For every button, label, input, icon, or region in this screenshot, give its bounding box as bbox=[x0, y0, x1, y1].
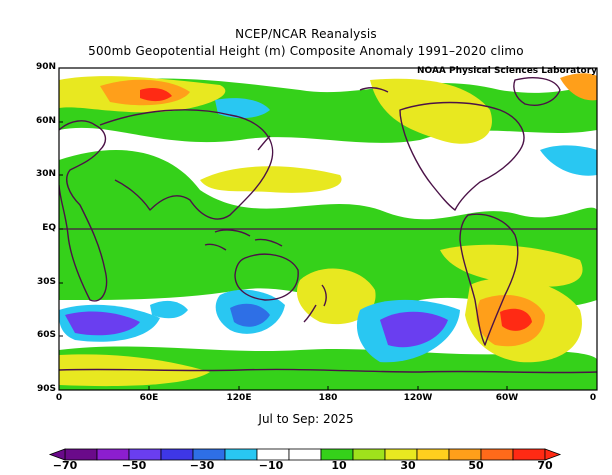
colorbar-label: −70 bbox=[52, 459, 78, 472]
anomaly-region bbox=[140, 88, 172, 102]
anomaly-region bbox=[540, 145, 597, 176]
colorbar-swatch bbox=[288, 448, 322, 461]
colorbar-label: −50 bbox=[121, 459, 147, 472]
colorbar-label: 10 bbox=[331, 459, 347, 472]
anomaly-field bbox=[59, 68, 597, 390]
anomaly-region bbox=[370, 78, 492, 144]
lat-label: 60N bbox=[35, 116, 56, 126]
anomaly-region bbox=[200, 166, 342, 193]
colorbar-label: 70 bbox=[537, 459, 553, 472]
anomaly-region bbox=[560, 73, 597, 101]
lon-label: 0 bbox=[55, 393, 63, 403]
lon-label: 0 bbox=[589, 393, 597, 403]
axis-ticks bbox=[58, 67, 598, 391]
colorbar-arrow-left bbox=[48, 448, 66, 461]
anomaly-region bbox=[65, 311, 140, 336]
lon-label: 120E bbox=[226, 393, 252, 403]
colorbar-swatch bbox=[352, 448, 386, 461]
colorbar-label: 50 bbox=[468, 459, 484, 472]
lat-label: 90S bbox=[36, 384, 56, 394]
colorbar-label: −30 bbox=[189, 459, 215, 472]
lon-label: 60W bbox=[495, 393, 519, 403]
chart-title: NCEP/NCAR Reanalysis bbox=[235, 27, 377, 41]
anomaly-region bbox=[150, 300, 188, 319]
lon-label: 120W bbox=[403, 393, 433, 403]
time-period-label: Jul to Sep: 2025 bbox=[258, 412, 354, 426]
anomaly-region bbox=[500, 308, 532, 331]
colorbar-label: −10 bbox=[258, 459, 284, 472]
chart-subtitle: 500mb Geopotential Height (m) Composite … bbox=[88, 44, 524, 58]
anomaly-region bbox=[296, 268, 376, 325]
colorbar-label: 30 bbox=[400, 459, 416, 472]
lon-label: 180 bbox=[318, 393, 338, 403]
lat-label: 60S bbox=[36, 330, 56, 340]
lat-label: 30N bbox=[35, 169, 56, 179]
anomaly-region bbox=[230, 303, 270, 327]
anomaly-region bbox=[440, 244, 583, 287]
lat-label: EQ bbox=[42, 223, 56, 233]
lat-label: 90N bbox=[35, 62, 56, 72]
lat-label: 30S bbox=[36, 277, 56, 287]
anomaly-region bbox=[59, 346, 597, 390]
lon-label: 60E bbox=[139, 393, 159, 403]
credit-label: NOAA Physical Sciences Laboratory bbox=[417, 66, 598, 76]
colorbar-arrow-right bbox=[544, 448, 562, 461]
anomaly-region bbox=[380, 311, 448, 348]
colorbar bbox=[48, 448, 562, 461]
coastlines bbox=[59, 77, 597, 374]
anomaly-region bbox=[215, 98, 270, 119]
colorbar-swatch bbox=[224, 448, 258, 461]
